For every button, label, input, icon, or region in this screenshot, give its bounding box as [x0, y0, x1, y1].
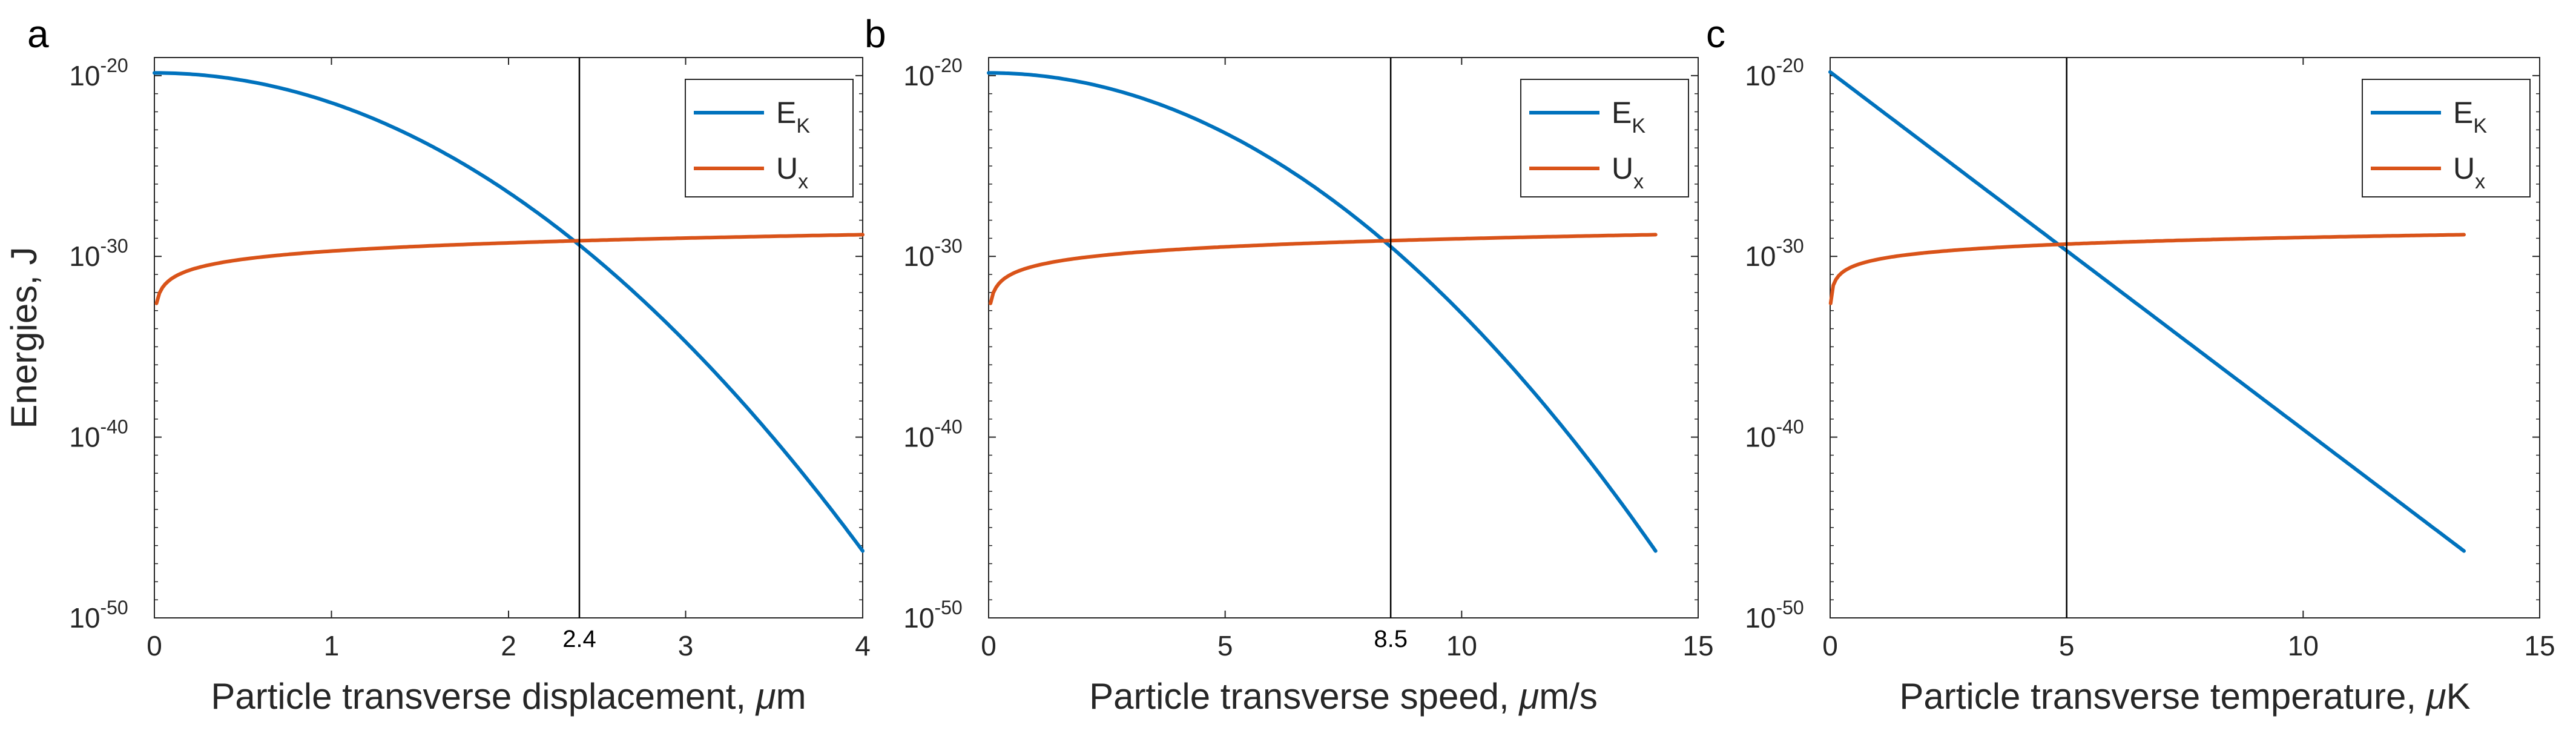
- x-axis-label-greek: μ: [1518, 676, 1539, 717]
- series-u-x-line: [989, 233, 1658, 305]
- series-e-k-line: [987, 71, 1658, 553]
- y-tick-exponent: -40: [1776, 416, 1804, 438]
- y-tick-exponent: -20: [1776, 55, 1804, 76]
- legend-entry-base: U: [776, 151, 798, 185]
- x-tick-label: 3: [678, 630, 694, 661]
- x-axis-label-text: Particle transverse temperature,: [1899, 676, 2426, 717]
- panel-label: b: [865, 12, 886, 56]
- panel-b: 10-20 10-30 10-40 10-50 0 5 10 15 Particle trans…: [865, 12, 1714, 717]
- y-tick-label: 10-20: [1745, 55, 1804, 91]
- y-tick-label: 10-50: [1745, 597, 1804, 634]
- legend-entry-sub: x: [798, 170, 808, 193]
- x-axis-label-greek: μ: [2425, 676, 2446, 717]
- panel-label: c: [1706, 12, 1725, 56]
- x-tick-label: 5: [1217, 630, 1233, 661]
- legend-entry-base: U: [2453, 151, 2475, 185]
- x-axis-label: Particle transverse speed, μm/s: [1089, 676, 1598, 717]
- series-u-x-line: [1828, 233, 2466, 305]
- x-axis-label-unit: m/s: [1539, 676, 1598, 717]
- series-u-x-line: [154, 233, 865, 305]
- y-tick-label: 10-20: [903, 55, 962, 91]
- x-tick-label: 15: [2524, 630, 2555, 661]
- x-tick-label: 15: [1682, 630, 1713, 661]
- x-tick-label: 0: [147, 630, 162, 661]
- legend-entry-base: E: [1612, 96, 1632, 130]
- panel-label: a: [27, 12, 49, 56]
- y-tick-label: 10-30: [69, 235, 128, 272]
- y-tick-label: 10-20: [69, 55, 128, 91]
- marker-label: 8.5: [1374, 626, 1408, 652]
- y-tick-exponent: -40: [934, 416, 962, 438]
- y-tick-exponent: -40: [100, 416, 128, 438]
- series-e-k-line: [1828, 70, 2466, 553]
- y-axis-label: Energies, J: [4, 247, 44, 428]
- y-tick-exponent: -30: [1776, 235, 1804, 257]
- y-tick-exponent: -20: [100, 55, 128, 76]
- legend-entry-sub: x: [1633, 170, 1644, 193]
- legend-entry: EK: [2453, 96, 2487, 138]
- marker-label: 2.4: [562, 626, 596, 652]
- legend-entry: EK: [776, 96, 810, 138]
- y-tick-exponent: -30: [934, 235, 962, 257]
- series-e-k-line: [153, 71, 865, 553]
- legend-entry-sub: x: [2475, 170, 2485, 193]
- y-tick-exponent: -20: [934, 55, 962, 76]
- x-axis-label-greek: μ: [755, 676, 776, 717]
- legend-entry-sub: K: [796, 114, 810, 138]
- axes-box: [1830, 57, 2540, 618]
- legend-box: [685, 79, 854, 197]
- y-tick-exponent: -30: [100, 235, 128, 257]
- y-tick-label: 10-40: [69, 416, 128, 453]
- legend-entry: Ux: [1612, 151, 1644, 193]
- x-axis-label: Particle transverse temperature, μK: [1899, 676, 2470, 717]
- x-tick-label: 0: [981, 630, 996, 661]
- y-tick-exponent: -50: [100, 597, 128, 618]
- x-tick-label: 1: [324, 630, 340, 661]
- panel-a: 10-20 10-30 10-40 10-50 0 1 2 3 4 Particle transv…: [4, 12, 871, 717]
- x-tick-label: 5: [2059, 630, 2075, 661]
- panel-c: 10-20 10-30 10-40 10-50 0 5 10 15 Particle trans…: [1706, 12, 2555, 717]
- y-tick-label: 10-50: [903, 597, 962, 634]
- legend-box: [1520, 79, 1689, 197]
- y-tick-label: 10-50: [69, 597, 128, 634]
- legend-entry: Ux: [776, 151, 808, 193]
- legend-entry: EK: [1612, 96, 1645, 138]
- x-axis-label-text: Particle transverse speed,: [1089, 676, 1519, 717]
- legend-entry: Ux: [2453, 151, 2485, 193]
- x-tick-label: 10: [1446, 630, 1477, 661]
- legend-entry-base: E: [776, 96, 796, 130]
- x-tick-label: 4: [855, 630, 871, 661]
- x-tick-label: 0: [1822, 630, 1838, 661]
- y-tick-label: 10-30: [1745, 235, 1804, 272]
- axes-box: [988, 57, 1699, 618]
- y-tick-exponent: -50: [1776, 597, 1804, 618]
- x-tick-label: 2: [501, 630, 516, 661]
- legend-entry-sub: K: [2473, 114, 2487, 138]
- y-tick-exponent: -50: [934, 597, 962, 618]
- y-tick-label: 10-40: [903, 416, 962, 453]
- y-tick-label: 10-30: [903, 235, 962, 272]
- x-axis-label-unit: K: [2446, 676, 2471, 717]
- y-tick-label: 10-40: [1745, 416, 1804, 453]
- x-axis-label: Particle transverse displacement, μm: [211, 676, 806, 717]
- legend-entry-base: E: [2453, 96, 2473, 130]
- legend-entry-sub: K: [1632, 114, 1645, 138]
- x-tick-label: 10: [2288, 630, 2319, 661]
- x-axis-label-text: Particle transverse displacement,: [211, 676, 756, 717]
- legend-box: [2362, 79, 2531, 197]
- legend-entry-base: U: [1612, 151, 1633, 185]
- x-axis-label-unit: m: [776, 676, 806, 717]
